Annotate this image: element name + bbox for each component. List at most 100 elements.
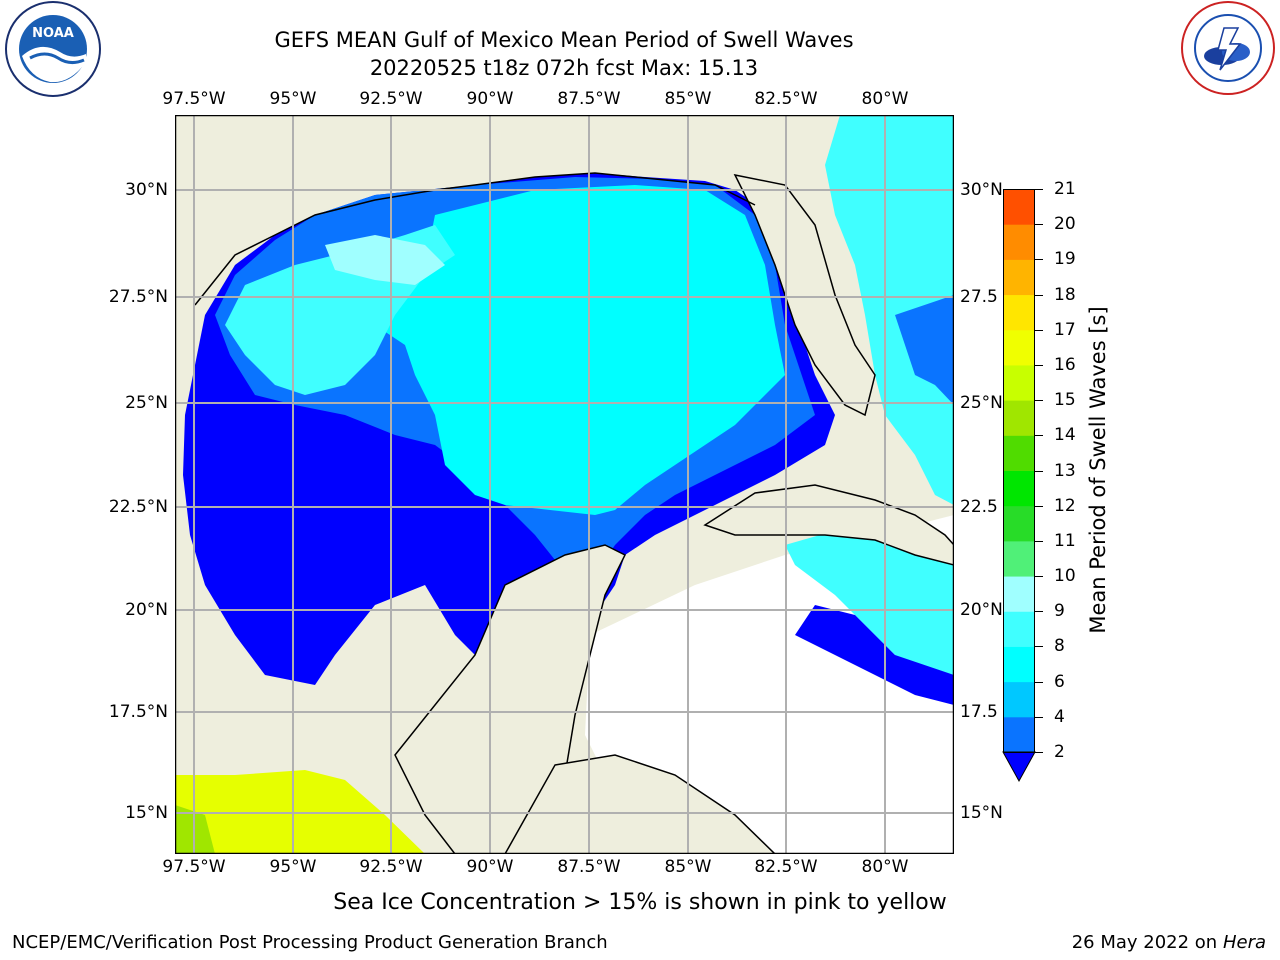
colorbar-tick-mark xyxy=(1035,400,1043,402)
colorbar-tick-label: 15 xyxy=(1054,390,1076,411)
colorbar-tick-mark xyxy=(1035,294,1043,296)
lon-tick-bottom: 90°W xyxy=(466,857,514,877)
colorbar-tick-mark xyxy=(1035,329,1043,331)
colorbar-segment xyxy=(1003,189,1035,225)
colorbar-segment xyxy=(1003,716,1035,753)
colorbar-segment xyxy=(1003,611,1035,647)
lon-tick-bottom: 95°W xyxy=(269,857,317,877)
lon-tick-top: 92.5°W xyxy=(359,89,423,109)
colorbar-tick-label: 13 xyxy=(1054,460,1076,481)
lon-tick-bottom: 85°W xyxy=(664,857,712,877)
gulf-cyan-region xyxy=(375,185,785,515)
footer-credit: NCEP/EMC/Verification Post Processing Pr… xyxy=(12,932,608,953)
lat-tick-right: 27.5 xyxy=(960,287,998,307)
lat-tick-left: 15°N xyxy=(125,803,168,823)
colorbar-segment xyxy=(1003,364,1035,401)
colorbar-tick-mark xyxy=(1035,224,1043,226)
colorbar-tick-label: 11 xyxy=(1054,530,1076,551)
sea-ice-note: Sea Ice Concentration > 15% is shown in … xyxy=(333,890,947,915)
colorbar-segment xyxy=(1003,681,1035,718)
colorbar-tick-label: 20 xyxy=(1054,214,1076,235)
colorbar-tick-mark xyxy=(1035,681,1043,683)
lon-tick-bottom: 82.5°W xyxy=(754,857,818,877)
footer-timestamp: 26 May 2022 on Hera xyxy=(1072,932,1266,953)
chart-title-line2: 20220525 t18z 072h fcst Max: 15.13 xyxy=(369,56,759,80)
colorbar-tick-mark xyxy=(1035,611,1043,613)
lat-tick-left: 27.5°N xyxy=(108,287,168,307)
lon-tick-top: 80°W xyxy=(861,89,909,109)
lon-tick-top: 82.5°W xyxy=(754,89,818,109)
lat-tick-right: 20°N xyxy=(960,600,1003,620)
lon-tick-top: 90°W xyxy=(466,89,514,109)
colorbar-tick-label: 18 xyxy=(1054,284,1076,305)
colorbar-segment xyxy=(1003,470,1035,507)
colorbar-tick-mark xyxy=(1035,540,1043,542)
colorbar-segment xyxy=(1003,329,1035,366)
colorbar-segment xyxy=(1003,505,1035,542)
colorbar-tick-label: 8 xyxy=(1054,636,1065,657)
colorbar-tick-label: 21 xyxy=(1054,179,1076,199)
colorbar-tick-label: 12 xyxy=(1054,495,1076,516)
florida-land xyxy=(733,173,876,417)
atlantic-cyan-region xyxy=(825,115,954,505)
gulf-pale-cyan-band xyxy=(325,235,445,285)
atlantic-blue-region xyxy=(895,295,954,405)
colorbar-segment xyxy=(1003,294,1035,331)
central-america-land xyxy=(504,754,777,854)
colorbar-tick-label: 2 xyxy=(1054,742,1065,762)
colorbar-tick-mark xyxy=(1035,259,1043,261)
footer-date: 26 May 2022 on xyxy=(1071,932,1218,953)
lon-tick-top: 87.5°W xyxy=(557,89,621,109)
lat-tick-right: 22.5 xyxy=(960,497,998,517)
colorbar-label: Mean Period of Swell Waves [s] xyxy=(1086,306,1110,634)
colorbar-extend-triangle xyxy=(1002,751,1036,783)
colorbar-tick-label: 16 xyxy=(1054,354,1076,375)
colorbar-tick-label: 10 xyxy=(1054,566,1076,587)
colorbar-tick-mark xyxy=(1035,576,1043,578)
lon-tick-top: 97.5°W xyxy=(162,89,226,109)
yucatan-land xyxy=(394,544,627,854)
lon-tick-top: 95°W xyxy=(269,89,317,109)
map-frame xyxy=(175,115,954,854)
caribbean-cyan-region xyxy=(785,525,954,685)
lon-tick-bottom: 92.5°W xyxy=(359,857,423,877)
lon-tick-bottom: 97.5°W xyxy=(162,857,226,877)
chart-title-line1: GEFS MEAN Gulf of Mexico Mean Period of … xyxy=(274,28,854,52)
colorbar-tick-mark xyxy=(1035,364,1043,366)
map-panel xyxy=(175,115,954,854)
lat-tick-left: 22.5°N xyxy=(108,497,168,517)
colorbar-tick-mark xyxy=(1035,752,1043,753)
colorbar-tick-mark xyxy=(1035,470,1043,472)
colorbar-tick-mark xyxy=(1035,505,1043,507)
lon-tick-bottom: 80°W xyxy=(861,857,909,877)
colorbar-tick-label: 9 xyxy=(1054,601,1065,622)
lat-tick-right: 17.5 xyxy=(960,702,998,722)
lon-tick-bottom: 87.5°W xyxy=(557,857,621,877)
colorbar-tick-mark xyxy=(1035,716,1043,718)
colorbar-tick-mark xyxy=(1035,435,1043,437)
lat-tick-left: 25°N xyxy=(125,393,168,413)
nws-logo xyxy=(1181,1,1275,95)
lat-tick-right: 30°N xyxy=(960,180,1003,200)
colorbar-tick-label: 4 xyxy=(1054,706,1065,727)
colorbar-segment xyxy=(1003,540,1035,577)
colorbar-tick-mark xyxy=(1035,646,1043,648)
lat-tick-right: 15°N xyxy=(960,803,1003,823)
colorbar-segment xyxy=(1003,400,1035,436)
colorbar-tick-mark xyxy=(1035,189,1043,190)
colorbar xyxy=(1002,189,1036,783)
caribbean-blue-region xyxy=(795,605,954,705)
colorbar-tick-label: 17 xyxy=(1054,319,1076,340)
colorbar-segment xyxy=(1003,224,1035,260)
colorbar-frame xyxy=(1003,189,1035,753)
colorbar-segments xyxy=(1003,189,1035,753)
colorbar-segment xyxy=(1003,576,1035,612)
lon-tick-top: 85°W xyxy=(664,89,712,109)
colorbar-segment xyxy=(1003,646,1035,683)
us-coast-outline xyxy=(194,172,756,306)
grid-lines xyxy=(175,115,954,854)
lat-tick-left: 17.5°N xyxy=(108,702,168,722)
cuba-land xyxy=(703,484,954,566)
colorbar-tick-label: 19 xyxy=(1054,249,1076,270)
lat-tick-left: 30°N xyxy=(125,180,168,200)
